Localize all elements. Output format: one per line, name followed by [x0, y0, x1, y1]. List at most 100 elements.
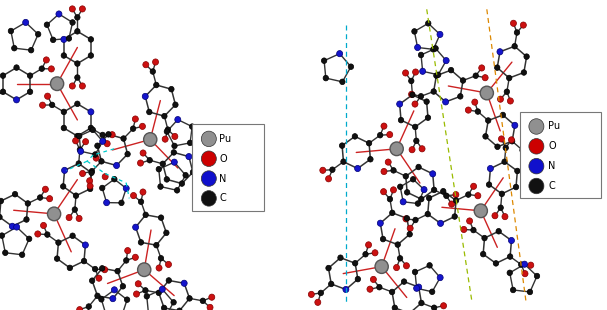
Circle shape	[486, 182, 492, 187]
Circle shape	[402, 70, 409, 76]
Circle shape	[88, 109, 94, 115]
Circle shape	[76, 133, 82, 139]
Circle shape	[377, 284, 382, 290]
Circle shape	[45, 232, 50, 237]
Circle shape	[102, 174, 108, 180]
Circle shape	[498, 205, 503, 210]
Circle shape	[120, 283, 126, 289]
Circle shape	[320, 167, 326, 173]
Circle shape	[426, 195, 432, 201]
Circle shape	[209, 180, 215, 186]
Circle shape	[461, 226, 467, 232]
Circle shape	[81, 258, 87, 264]
Circle shape	[212, 170, 219, 176]
Circle shape	[89, 278, 95, 283]
Circle shape	[55, 256, 59, 261]
Circle shape	[93, 155, 99, 161]
Circle shape	[8, 28, 13, 34]
Circle shape	[395, 242, 401, 247]
FancyBboxPatch shape	[520, 112, 601, 198]
Circle shape	[475, 193, 481, 199]
Circle shape	[424, 99, 429, 104]
Circle shape	[529, 178, 544, 194]
Circle shape	[76, 161, 81, 166]
Text: N: N	[548, 161, 556, 171]
Circle shape	[507, 98, 514, 104]
Circle shape	[529, 148, 535, 155]
Circle shape	[158, 184, 163, 189]
Circle shape	[175, 117, 181, 123]
Circle shape	[95, 293, 100, 299]
Circle shape	[50, 77, 64, 91]
Circle shape	[80, 83, 86, 89]
Circle shape	[470, 183, 476, 189]
Circle shape	[337, 255, 343, 260]
Circle shape	[502, 214, 508, 220]
Circle shape	[480, 86, 493, 100]
Circle shape	[315, 299, 321, 305]
Circle shape	[444, 193, 449, 199]
Circle shape	[410, 92, 415, 98]
Circle shape	[119, 200, 124, 206]
Circle shape	[70, 20, 75, 25]
Circle shape	[430, 46, 436, 52]
Circle shape	[419, 196, 424, 202]
Circle shape	[144, 133, 157, 146]
Circle shape	[425, 211, 430, 217]
Circle shape	[9, 223, 15, 229]
Circle shape	[367, 286, 373, 292]
Circle shape	[479, 65, 485, 71]
Circle shape	[114, 162, 120, 169]
Circle shape	[326, 265, 331, 271]
Circle shape	[61, 36, 67, 42]
Text: Pu: Pu	[548, 122, 560, 131]
Circle shape	[202, 171, 216, 186]
Circle shape	[110, 295, 116, 302]
Circle shape	[472, 99, 478, 105]
Circle shape	[73, 138, 78, 144]
Circle shape	[41, 222, 47, 228]
Circle shape	[44, 93, 50, 99]
Circle shape	[527, 289, 533, 295]
Circle shape	[387, 131, 393, 138]
Circle shape	[432, 305, 437, 310]
Circle shape	[39, 66, 44, 72]
Circle shape	[487, 166, 493, 172]
Circle shape	[143, 212, 148, 218]
Circle shape	[409, 147, 415, 153]
Circle shape	[49, 66, 55, 72]
Circle shape	[486, 118, 491, 123]
Circle shape	[466, 192, 471, 197]
Circle shape	[172, 143, 177, 149]
Circle shape	[441, 188, 446, 194]
Circle shape	[179, 181, 185, 186]
Circle shape	[61, 184, 66, 189]
Circle shape	[161, 113, 167, 119]
Circle shape	[100, 138, 106, 144]
Circle shape	[354, 166, 361, 172]
Circle shape	[27, 89, 33, 95]
Circle shape	[104, 141, 110, 147]
Circle shape	[202, 191, 216, 206]
Circle shape	[99, 158, 104, 164]
Text: C: C	[219, 193, 226, 203]
Circle shape	[368, 157, 373, 162]
Circle shape	[0, 233, 5, 238]
Circle shape	[514, 184, 519, 190]
Circle shape	[171, 159, 177, 165]
Circle shape	[474, 204, 487, 218]
Circle shape	[529, 119, 544, 134]
Circle shape	[47, 196, 53, 202]
Circle shape	[529, 158, 544, 174]
Circle shape	[109, 132, 115, 138]
Circle shape	[188, 140, 193, 146]
Circle shape	[25, 201, 30, 206]
Circle shape	[131, 193, 137, 199]
Circle shape	[503, 145, 509, 151]
Circle shape	[174, 188, 180, 193]
Circle shape	[100, 132, 105, 138]
Circle shape	[181, 280, 187, 286]
Circle shape	[507, 254, 513, 259]
Circle shape	[76, 215, 82, 222]
Circle shape	[410, 176, 416, 182]
